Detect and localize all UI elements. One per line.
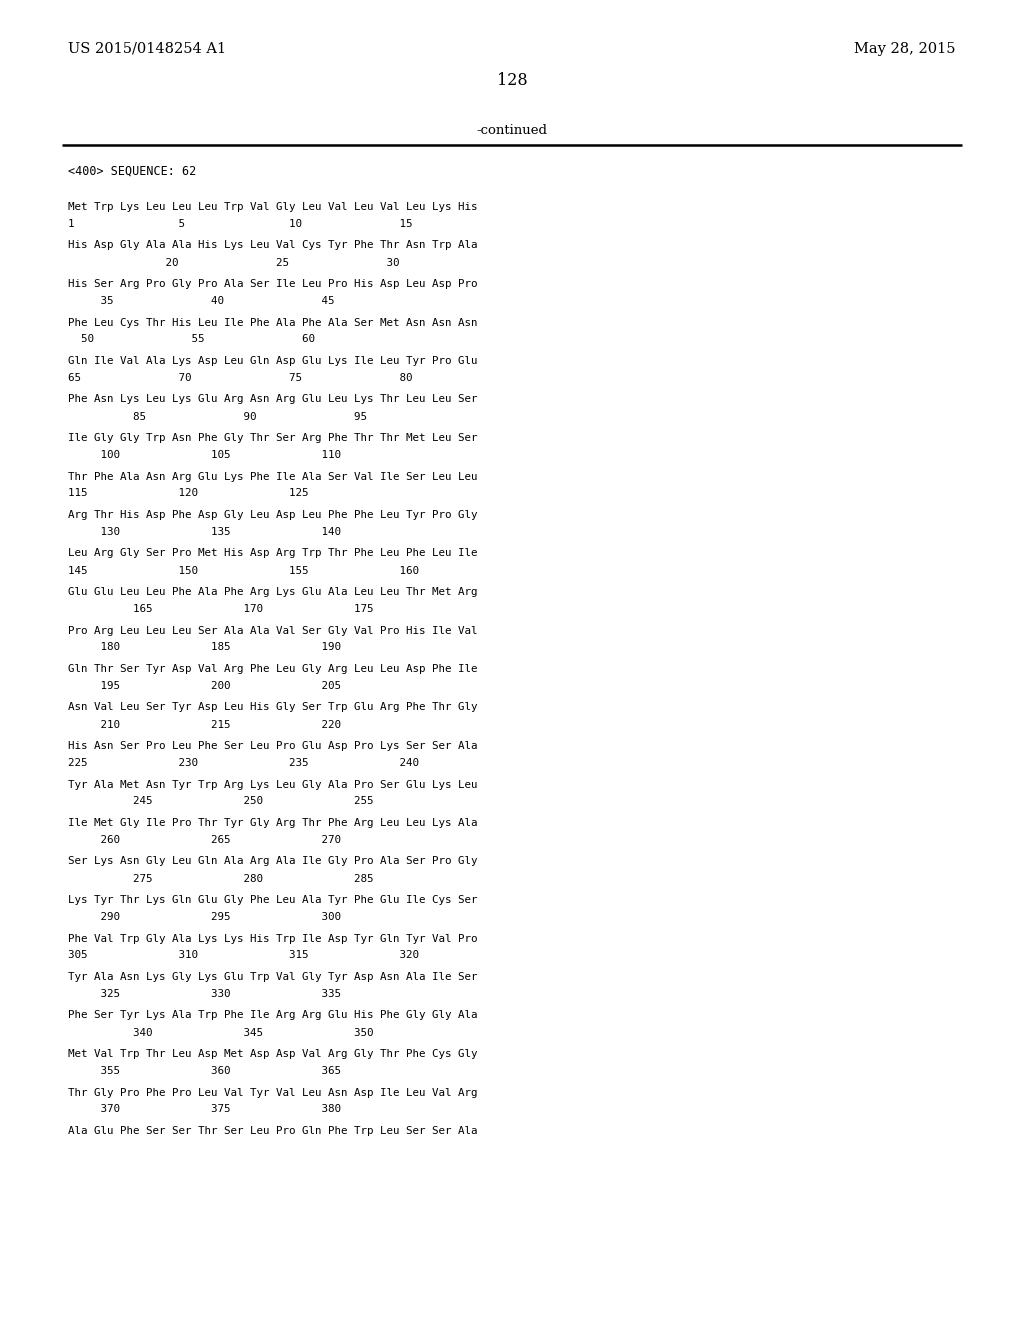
Text: US 2015/0148254 A1: US 2015/0148254 A1 [68,42,226,55]
Text: 35               40               45: 35 40 45 [68,296,335,306]
Text: Tyr Ala Asn Lys Gly Lys Glu Trp Val Gly Tyr Asp Asn Ala Ile Ser: Tyr Ala Asn Lys Gly Lys Glu Trp Val Gly … [68,972,477,982]
Text: 370              375              380: 370 375 380 [68,1105,341,1114]
Text: Lys Tyr Thr Lys Gln Glu Gly Phe Leu Ala Tyr Phe Glu Ile Cys Ser: Lys Tyr Thr Lys Gln Glu Gly Phe Leu Ala … [68,895,477,906]
Text: Ser Lys Asn Gly Leu Gln Ala Arg Ala Ile Gly Pro Ala Ser Pro Gly: Ser Lys Asn Gly Leu Gln Ala Arg Ala Ile … [68,857,477,866]
Text: His Asn Ser Pro Leu Phe Ser Leu Pro Glu Asp Pro Lys Ser Ser Ala: His Asn Ser Pro Leu Phe Ser Leu Pro Glu … [68,741,477,751]
Text: 85               90               95: 85 90 95 [68,412,367,421]
Text: His Asp Gly Ala Ala His Lys Leu Val Cys Tyr Phe Thr Asn Trp Ala: His Asp Gly Ala Ala His Lys Leu Val Cys … [68,240,477,251]
Text: 65               70               75               80: 65 70 75 80 [68,374,413,383]
Text: Glu Glu Leu Leu Phe Ala Phe Arg Lys Glu Ala Leu Leu Thr Met Arg: Glu Glu Leu Leu Phe Ala Phe Arg Lys Glu … [68,587,477,597]
Text: Ile Met Gly Ile Pro Thr Tyr Gly Arg Thr Phe Arg Leu Leu Lys Ala: Ile Met Gly Ile Pro Thr Tyr Gly Arg Thr … [68,818,477,828]
Text: 20               25               30: 20 25 30 [68,257,399,268]
Text: Ile Gly Gly Trp Asn Phe Gly Thr Ser Arg Phe Thr Thr Met Leu Ser: Ile Gly Gly Trp Asn Phe Gly Thr Ser Arg … [68,433,477,444]
Text: 275              280              285: 275 280 285 [68,874,374,883]
Text: Phe Val Trp Gly Ala Lys Lys His Trp Ile Asp Tyr Gln Tyr Val Pro: Phe Val Trp Gly Ala Lys Lys His Trp Ile … [68,933,477,944]
Text: -continued: -continued [476,124,548,137]
Text: 195              200              205: 195 200 205 [68,681,341,690]
Text: 130              135              140: 130 135 140 [68,527,341,537]
Text: <400> SEQUENCE: 62: <400> SEQUENCE: 62 [68,165,197,178]
Text: 115              120              125: 115 120 125 [68,488,308,499]
Text: 210              215              220: 210 215 220 [68,719,341,730]
Text: Thr Gly Pro Phe Pro Leu Val Tyr Val Leu Asn Asp Ile Leu Val Arg: Thr Gly Pro Phe Pro Leu Val Tyr Val Leu … [68,1088,477,1097]
Text: Met Trp Lys Leu Leu Leu Trp Val Gly Leu Val Leu Val Leu Lys His: Met Trp Lys Leu Leu Leu Trp Val Gly Leu … [68,202,477,213]
Text: Ala Glu Phe Ser Ser Thr Ser Leu Pro Gln Phe Trp Leu Ser Ser Ala: Ala Glu Phe Ser Ser Thr Ser Leu Pro Gln … [68,1126,477,1137]
Text: May 28, 2015: May 28, 2015 [854,42,956,55]
Text: 260              265              270: 260 265 270 [68,836,341,845]
Text: 340              345              350: 340 345 350 [68,1027,374,1038]
Text: 245              250              255: 245 250 255 [68,796,374,807]
Text: Leu Arg Gly Ser Pro Met His Asp Arg Trp Thr Phe Leu Phe Leu Ile: Leu Arg Gly Ser Pro Met His Asp Arg Trp … [68,549,477,558]
Text: 305              310              315              320: 305 310 315 320 [68,950,419,961]
Text: His Ser Arg Pro Gly Pro Ala Ser Ile Leu Pro His Asp Leu Asp Pro: His Ser Arg Pro Gly Pro Ala Ser Ile Leu … [68,279,477,289]
Text: Gln Thr Ser Tyr Asp Val Arg Phe Leu Gly Arg Leu Leu Asp Phe Ile: Gln Thr Ser Tyr Asp Val Arg Phe Leu Gly … [68,664,477,675]
Text: 355              360              365: 355 360 365 [68,1067,341,1076]
Text: Phe Ser Tyr Lys Ala Trp Phe Ile Arg Arg Glu His Phe Gly Gly Ala: Phe Ser Tyr Lys Ala Trp Phe Ile Arg Arg … [68,1011,477,1020]
Text: Phe Asn Lys Leu Lys Glu Arg Asn Arg Glu Leu Lys Thr Leu Leu Ser: Phe Asn Lys Leu Lys Glu Arg Asn Arg Glu … [68,395,477,404]
Text: 165              170              175: 165 170 175 [68,605,374,614]
Text: Arg Thr His Asp Phe Asp Gly Leu Asp Leu Phe Phe Leu Tyr Pro Gly: Arg Thr His Asp Phe Asp Gly Leu Asp Leu … [68,510,477,520]
Text: Thr Phe Ala Asn Arg Glu Lys Phe Ile Ala Ser Val Ile Ser Leu Leu: Thr Phe Ala Asn Arg Glu Lys Phe Ile Ala … [68,471,477,482]
Text: 180              185              190: 180 185 190 [68,643,341,652]
Text: 128: 128 [497,73,527,88]
Text: 290              295              300: 290 295 300 [68,912,341,921]
Text: Phe Leu Cys Thr His Leu Ile Phe Ala Phe Ala Ser Met Asn Asn Asn: Phe Leu Cys Thr His Leu Ile Phe Ala Phe … [68,318,477,327]
Text: Gln Ile Val Ala Lys Asp Leu Gln Asp Glu Lys Ile Leu Tyr Pro Glu: Gln Ile Val Ala Lys Asp Leu Gln Asp Glu … [68,356,477,366]
Text: 225              230              235              240: 225 230 235 240 [68,758,419,768]
Text: 50               55               60: 50 55 60 [68,334,315,345]
Text: 1                5                10               15: 1 5 10 15 [68,219,413,228]
Text: 325              330              335: 325 330 335 [68,989,341,999]
Text: 100              105              110: 100 105 110 [68,450,341,459]
Text: Met Val Trp Thr Leu Asp Met Asp Asp Val Arg Gly Thr Phe Cys Gly: Met Val Trp Thr Leu Asp Met Asp Asp Val … [68,1049,477,1059]
Text: Pro Arg Leu Leu Leu Ser Ala Ala Val Ser Gly Val Pro His Ile Val: Pro Arg Leu Leu Leu Ser Ala Ala Val Ser … [68,626,477,635]
Text: 145              150              155              160: 145 150 155 160 [68,565,419,576]
Text: Asn Val Leu Ser Tyr Asp Leu His Gly Ser Trp Glu Arg Phe Thr Gly: Asn Val Leu Ser Tyr Asp Leu His Gly Ser … [68,702,477,713]
Text: Tyr Ala Met Asn Tyr Trp Arg Lys Leu Gly Ala Pro Ser Glu Lys Leu: Tyr Ala Met Asn Tyr Trp Arg Lys Leu Gly … [68,780,477,789]
